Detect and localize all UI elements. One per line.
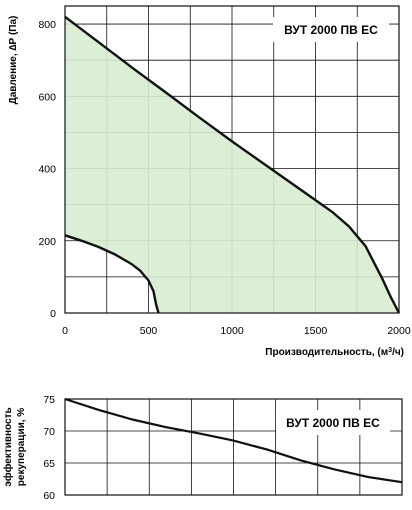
airflow-axis-label-prefix: Производительность, (м bbox=[265, 347, 388, 358]
airflow-axis-label-sup: 3 bbox=[388, 347, 392, 354]
airflow-x-ticks: 0 500 1000 1500 2000 bbox=[62, 325, 411, 337]
airflow-x-tick-label: 1000 bbox=[220, 325, 244, 337]
pressure-y-ticks: 0 200 400 600 800 bbox=[38, 19, 56, 320]
efficiency-plot-frame bbox=[64, 398, 403, 496]
operating-area-fill bbox=[65, 16, 399, 314]
pressure-y-tick-label: 400 bbox=[38, 164, 56, 176]
efficiency-axis-label-line1: эффективность bbox=[2, 407, 14, 486]
airflow-x-tick-label: 1500 bbox=[304, 325, 328, 337]
min-pressure-curve bbox=[64, 234, 160, 314]
efficiency-curve bbox=[64, 397, 403, 484]
efficiency-chart-title: ВУТ 2000 ПВ ЕС bbox=[286, 416, 380, 430]
efficiency-y-tick-label: 60 bbox=[43, 490, 55, 502]
efficiency-title-box bbox=[276, 410, 390, 435]
pressure-y-tick-label: 600 bbox=[38, 91, 56, 103]
airflow-x-tick-label: 0 bbox=[62, 325, 68, 337]
airflow-x-tick-label: 2000 bbox=[387, 325, 411, 337]
efficiency-y-tick-label: 75 bbox=[43, 394, 55, 406]
pressure-y-tick-label: 0 bbox=[50, 308, 56, 320]
pressure-title-box bbox=[273, 17, 389, 42]
max-pressure-curve bbox=[64, 15, 401, 314]
pressure-chart-title: ВУТ 2000 ПВ ЕС bbox=[284, 23, 378, 37]
efficiency-chart: 60 65 70 75 ВУТ 2000 ПВ ЕС эффективность ре… bbox=[2, 394, 403, 502]
pressure-y-tick-label: 200 bbox=[38, 236, 56, 248]
pressure-plot-frame bbox=[64, 5, 400, 314]
efficiency-axis-label-line2: рекуперации, % bbox=[16, 408, 27, 487]
efficiency-y-tick-label: 65 bbox=[43, 458, 55, 470]
airflow-axis-label: Производительность, (м3/ч) bbox=[265, 347, 404, 359]
pressure-y-tick-label: 800 bbox=[38, 19, 56, 31]
airflow-axis-label-suffix: /ч) bbox=[392, 347, 404, 358]
pressure-chart: 0 200 400 600 800 0 500 1000 1500 2000 ВУТ 2000 … bbox=[8, 5, 411, 359]
efficiency-y-ticks: 60 65 70 75 bbox=[43, 394, 55, 502]
efficiency-y-tick-label: 70 bbox=[43, 426, 55, 438]
pressure-axis-label: Давление, ∆Р (Па) bbox=[8, 16, 19, 105]
airflow-x-tick-label: 500 bbox=[140, 325, 158, 337]
